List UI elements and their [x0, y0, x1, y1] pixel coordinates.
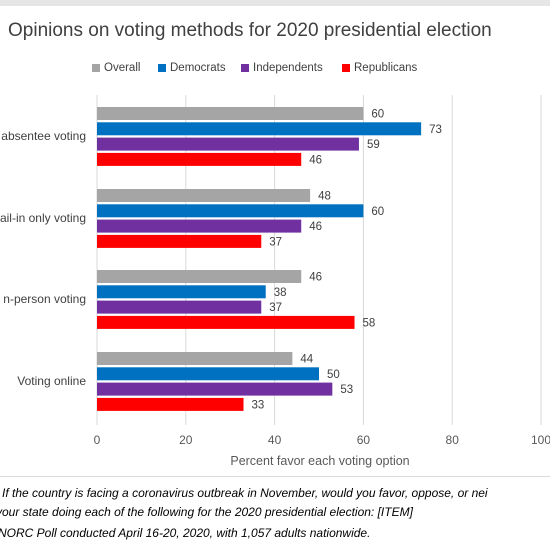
data-label: 38	[274, 287, 287, 299]
data-label: 50	[327, 369, 340, 381]
data-label: 37	[269, 302, 282, 314]
legend-label: Democrats	[170, 62, 226, 74]
data-label: 46	[309, 221, 322, 233]
data-label: 53	[340, 384, 353, 396]
data-label: 44	[300, 354, 313, 366]
x-axis-label: Percent favor each voting option	[230, 454, 409, 468]
legend-label: Independents	[253, 62, 323, 74]
legend-item-republicans: Republicans	[342, 62, 417, 74]
legend-item-independents: Independents	[241, 62, 323, 74]
data-label: 58	[363, 317, 376, 329]
bar-democrats	[97, 285, 266, 299]
bar-democrats	[97, 367, 319, 381]
legend-label: Overall	[104, 62, 141, 74]
data-label: 48	[318, 191, 331, 203]
bar-independents	[97, 382, 333, 396]
bar-overall	[97, 352, 293, 365]
x-tick-label: 60	[357, 433, 371, 447]
data-label: 37	[269, 236, 282, 248]
bar-independents	[97, 137, 359, 151]
category-label: n-person voting	[3, 292, 86, 306]
data-label: 60	[371, 109, 384, 121]
legend-swatch	[342, 64, 350, 72]
bar-overall	[97, 107, 364, 120]
bar-republicans	[97, 152, 302, 166]
bar-republicans	[97, 397, 244, 411]
bar-overall	[97, 189, 311, 202]
data-label: 73	[429, 124, 442, 136]
bar-republicans	[97, 315, 355, 329]
data-label: 46	[309, 154, 322, 166]
bar-overall	[97, 270, 302, 283]
category-label: ail-in only voting	[0, 211, 86, 225]
bar-republicans	[97, 234, 262, 248]
bar-independents	[97, 219, 302, 233]
x-tick-label: 100	[531, 433, 550, 447]
x-tick-label: 40	[268, 433, 282, 447]
bar-democrats	[97, 122, 422, 136]
legend-swatch	[158, 64, 166, 72]
chart-frame-bottom	[0, 476, 550, 477]
chart-title: Opinions on voting methods for 2020 pres…	[8, 20, 492, 41]
x-tick-label: 20	[179, 433, 193, 447]
legend-label: Republicans	[354, 62, 418, 74]
legend-swatch	[241, 64, 249, 72]
category-label: absentee voting	[1, 129, 86, 143]
bar-democrats	[97, 204, 364, 218]
category-label: Voting online	[17, 374, 86, 388]
data-label: 33	[252, 399, 265, 411]
bar-independents	[97, 300, 262, 314]
legend-item-democrats: Democrats	[158, 62, 226, 74]
legend-item-overall: Overall	[92, 62, 140, 74]
data-label: 60	[371, 206, 384, 218]
top-border	[0, 0, 550, 6]
footnote-question-cont: your state doing each of the following f…	[0, 505, 413, 519]
legend-swatch	[92, 64, 100, 72]
x-tick-label: 80	[446, 433, 460, 447]
data-label: 46	[309, 272, 322, 284]
chart-legend: Overall Democrats Independents Republicans	[0, 62, 550, 76]
data-label: 59	[367, 139, 380, 151]
x-tick-label: 0	[94, 433, 101, 447]
footnote-question: If the country is facing a coronavirus o…	[2, 486, 488, 500]
footnote-source: -NORC Poll conducted April 16-20, 2020, …	[0, 526, 371, 540]
